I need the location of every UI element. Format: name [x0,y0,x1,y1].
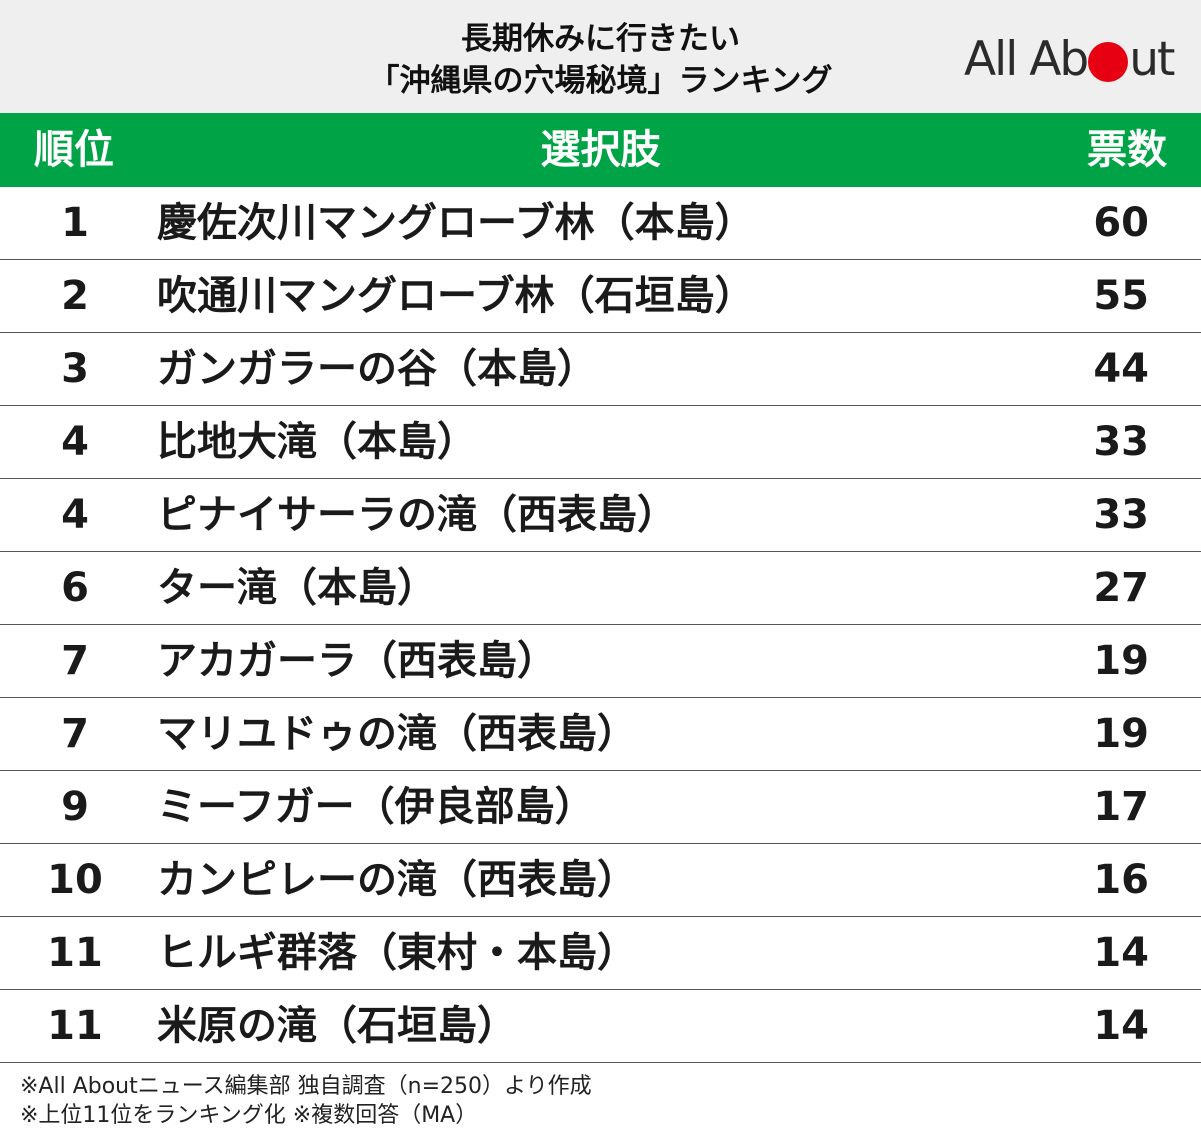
table-row: 1 慶佐次川マングローブ林（本島） 60 [0,187,1201,260]
table-row: 4 ピナイサーラの滝（西表島） 33 [0,479,1201,552]
table-row: 2 吹通川マングローブ林（石垣島） 55 [0,260,1201,333]
rank-cell: 9 [61,784,89,830]
votes-cell: 44 [1093,346,1149,392]
column-header-votes: 票数 [1087,127,1167,173]
choice-cell: マリユドゥの滝（西表島） [157,711,637,757]
all-about-logo: All Ab ut [964,30,1184,90]
rank-cell: 6 [61,565,89,611]
table-row: 7 マリユドゥの滝（西表島） 19 [0,698,1201,771]
table-row: 11 ヒルギ群落（東村・本島） 14 [0,917,1201,990]
table-row: 9 ミーフガー（伊良部島） 17 [0,771,1201,844]
choice-cell: ヒルギ群落（東村・本島） [157,930,637,976]
table-body: 1 慶佐次川マングローブ林（本島） 60 2 吹通川マングローブ林（石垣島） 55 3 ガンガ… [0,187,1201,1063]
footer-notes: ※All Aboutニュース編集部 独自調査（n=250）より作成 ※上位11位… [20,1072,592,1130]
column-header-choice: 選択肢 [540,127,661,173]
table-row: 10 カンピレーの滝（西表島） 16 [0,844,1201,917]
votes-cell: 19 [1093,638,1149,684]
choice-cell: ガンガラーの谷（本島） [157,346,597,392]
choice-cell: カンピレーの滝（西表島） [157,857,637,903]
logo-text-left: All Ab [964,32,1089,87]
votes-cell: 60 [1093,200,1149,246]
rank-cell: 2 [61,273,89,319]
votes-cell: 27 [1093,565,1149,611]
votes-cell: 19 [1093,711,1149,757]
votes-cell: 16 [1093,857,1149,903]
title-line-2: 「沖縄県の穴場秘境」ランキング [368,63,833,99]
rank-cell: 10 [47,857,103,903]
table-header: 順位 選択肢 票数 [0,113,1201,187]
choice-cell: 比地大滝（本島） [157,419,477,465]
rank-cell: 7 [61,711,89,757]
header-area: 長期休みに行きたい 「沖縄県の穴場秘境」ランキング All Ab ut [0,0,1201,113]
choice-cell: 吹通川マングローブ林（石垣島） [157,273,755,319]
footer-note-source: ※All Aboutニュース編集部 独自調査（n=250）より作成 [20,1074,592,1099]
table-row: 6 ター滝（本島） 27 [0,552,1201,625]
column-header-rank: 順位 [34,127,114,173]
table-row: 7 アカガーラ（西表島） 19 [0,625,1201,698]
choice-cell: 米原の滝（石垣島） [157,1003,517,1049]
rank-cell: 7 [61,638,89,684]
choice-cell: 慶佐次川マングローブ林（本島） [157,200,755,246]
rank-cell: 11 [47,1003,103,1049]
choice-cell: アカガーラ（西表島） [157,638,557,684]
rank-cell: 11 [47,930,103,976]
logo-text-right: ut [1129,32,1175,87]
rank-cell: 4 [61,492,89,538]
votes-cell: 55 [1093,273,1149,319]
votes-cell: 17 [1093,784,1149,830]
choice-cell: ター滝（本島） [157,565,437,611]
rank-cell: 3 [61,346,89,392]
votes-cell: 14 [1093,1003,1149,1049]
choice-cell: ミーフガー（伊良部島） [157,784,595,830]
table-row: 4 比地大滝（本島） 33 [0,406,1201,479]
title-line-1: 長期休みに行きたい [461,21,740,57]
table-row: 3 ガンガラーの谷（本島） 44 [0,333,1201,406]
votes-cell: 33 [1093,492,1149,538]
footer-note-method: ※上位11位をランキング化 ※複数回答（MA） [20,1103,478,1128]
rank-cell: 4 [61,419,89,465]
logo-red-dot [1088,42,1129,82]
table-row: 11 米原の滝（石垣島） 14 [0,990,1201,1063]
choice-cell: ピナイサーラの滝（西表島） [157,492,677,538]
rank-cell: 1 [61,200,89,246]
votes-cell: 33 [1093,419,1149,465]
votes-cell: 14 [1093,930,1149,976]
